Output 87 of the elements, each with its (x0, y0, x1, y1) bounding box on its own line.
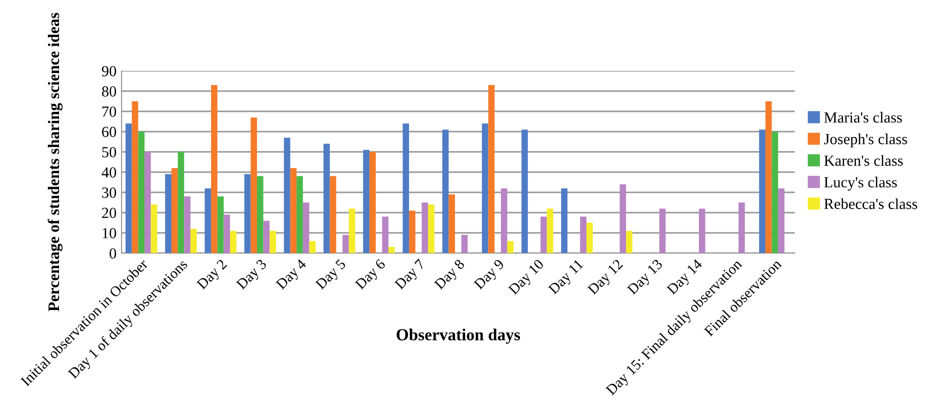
y-tick-label: 80 (102, 86, 116, 97)
bar (132, 101, 138, 254)
bar (150, 204, 158, 254)
bar (561, 188, 568, 254)
bar (500, 188, 508, 254)
bar (428, 204, 434, 254)
bar (250, 117, 257, 254)
y-tick-label: 90 (102, 66, 116, 76)
y-tick-label: 70 (102, 106, 116, 117)
x-tick-label: Day 9 (473, 258, 507, 292)
bar (382, 216, 388, 254)
y-tick-label: 60 (102, 126, 116, 138)
bar (284, 138, 290, 254)
bar (738, 202, 745, 254)
bar (342, 234, 349, 254)
y-tick-label: 0 (110, 248, 116, 259)
bar (204, 188, 212, 254)
x-tick-label: Day 4 (275, 258, 309, 292)
bar (586, 222, 593, 254)
bar (211, 85, 218, 254)
bar (224, 214, 230, 254)
bar (778, 188, 784, 254)
x-tick-label: Day 12 (587, 258, 626, 298)
bar (165, 174, 172, 254)
legend-label: Joseph's class (824, 134, 908, 148)
bar (178, 152, 184, 254)
bar (270, 230, 276, 254)
bar (507, 240, 514, 254)
y-tick-label: 10 (102, 228, 116, 238)
x-tick-label: Day 11 (548, 258, 586, 297)
bar (324, 144, 330, 254)
bar (263, 220, 270, 254)
bar (302, 202, 310, 254)
bar (138, 132, 145, 254)
bar (171, 168, 178, 254)
bar (402, 124, 410, 254)
bar (540, 216, 547, 254)
bar (488, 85, 495, 254)
x-tick-label: Day 6 (354, 258, 388, 292)
bar (144, 152, 151, 254)
bar (482, 124, 488, 254)
bar (620, 184, 626, 254)
bar (230, 230, 236, 254)
x-tick-label: Day 8 (434, 258, 468, 292)
y-tick-label: 50 (102, 147, 116, 158)
bar (626, 230, 632, 254)
bar (290, 168, 297, 254)
x-tick-label: Day 2 (196, 258, 230, 292)
bar (659, 208, 666, 254)
y-tick-label: 40 (102, 167, 116, 178)
bar (309, 240, 316, 254)
bar (330, 176, 336, 254)
bar (442, 130, 449, 254)
legend-label: Maria's class (824, 112, 902, 123)
bar (522, 130, 528, 254)
bar (363, 150, 370, 254)
x-tick-label: Day 7 (394, 258, 428, 292)
bar (190, 228, 197, 254)
bar (422, 202, 428, 254)
bar (409, 210, 416, 254)
bar (184, 196, 190, 254)
bar (698, 208, 706, 254)
bar (256, 176, 264, 254)
bar (448, 194, 455, 254)
bar (388, 247, 395, 254)
y-tick-label: 30 (102, 188, 116, 198)
bar (580, 216, 586, 254)
bar (765, 101, 772, 254)
bar (126, 124, 132, 254)
bar (461, 234, 468, 254)
bar (296, 176, 303, 254)
x-tick-label: Day 10 (508, 258, 546, 298)
bar (244, 174, 251, 254)
legend-label: Rebecca's class (824, 198, 918, 210)
bar (759, 130, 766, 254)
x-axis-title: Observation days (396, 328, 520, 344)
x-tick-label: Day 13 (626, 258, 666, 298)
bar (546, 208, 554, 254)
bar (772, 132, 778, 254)
bar (369, 152, 376, 254)
legend-label: Lucy's class (824, 176, 897, 191)
y-tick-label: 20 (102, 208, 116, 218)
x-tick-label: Day 5 (315, 258, 348, 292)
legend-label: Karen's class (824, 155, 903, 166)
x-tick-label: Day 3 (236, 258, 270, 292)
bar (348, 208, 356, 254)
bar (217, 196, 224, 254)
